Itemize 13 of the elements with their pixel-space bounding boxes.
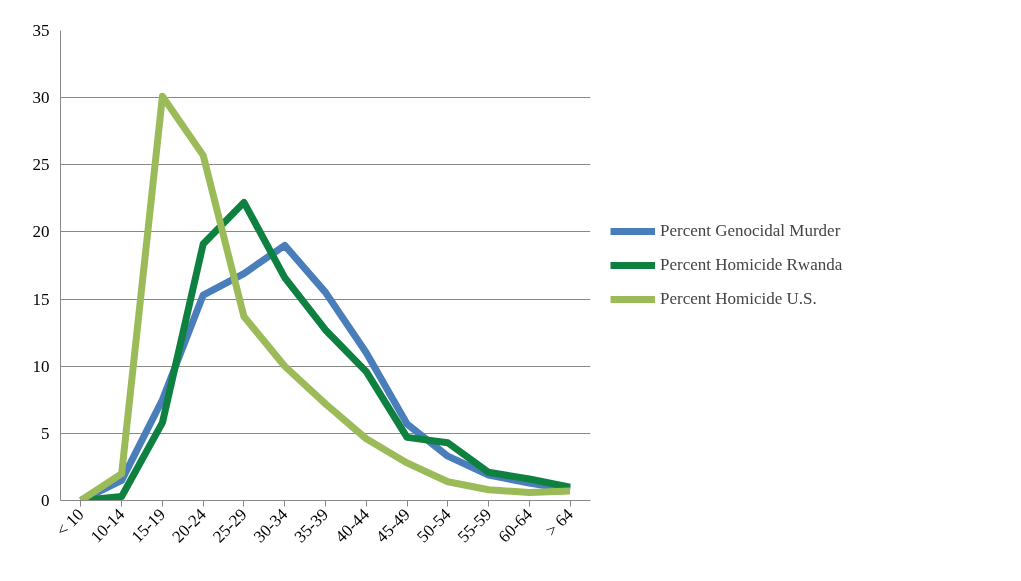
y-tick-label: 10 — [32, 356, 50, 376]
x-tick-label: < 10 — [52, 504, 88, 541]
y-tick-label: 0 — [41, 491, 50, 510]
legend-label: Percent Homicide Rwanda — [660, 255, 843, 275]
y-tick-label: 35 — [32, 21, 50, 40]
legend-label: Percent Genocidal Murder — [660, 221, 841, 241]
x-tick-label: > 64 — [541, 504, 578, 541]
y-tick-label: 5 — [41, 423, 50, 443]
y-tick-label: 30 — [32, 88, 50, 108]
legend-label: Percent Homicide U.S. — [660, 289, 817, 309]
y-tick-label: 20 — [32, 222, 50, 242]
y-tick-label: 25 — [32, 155, 50, 175]
y-tick-label: 15 — [32, 289, 50, 309]
